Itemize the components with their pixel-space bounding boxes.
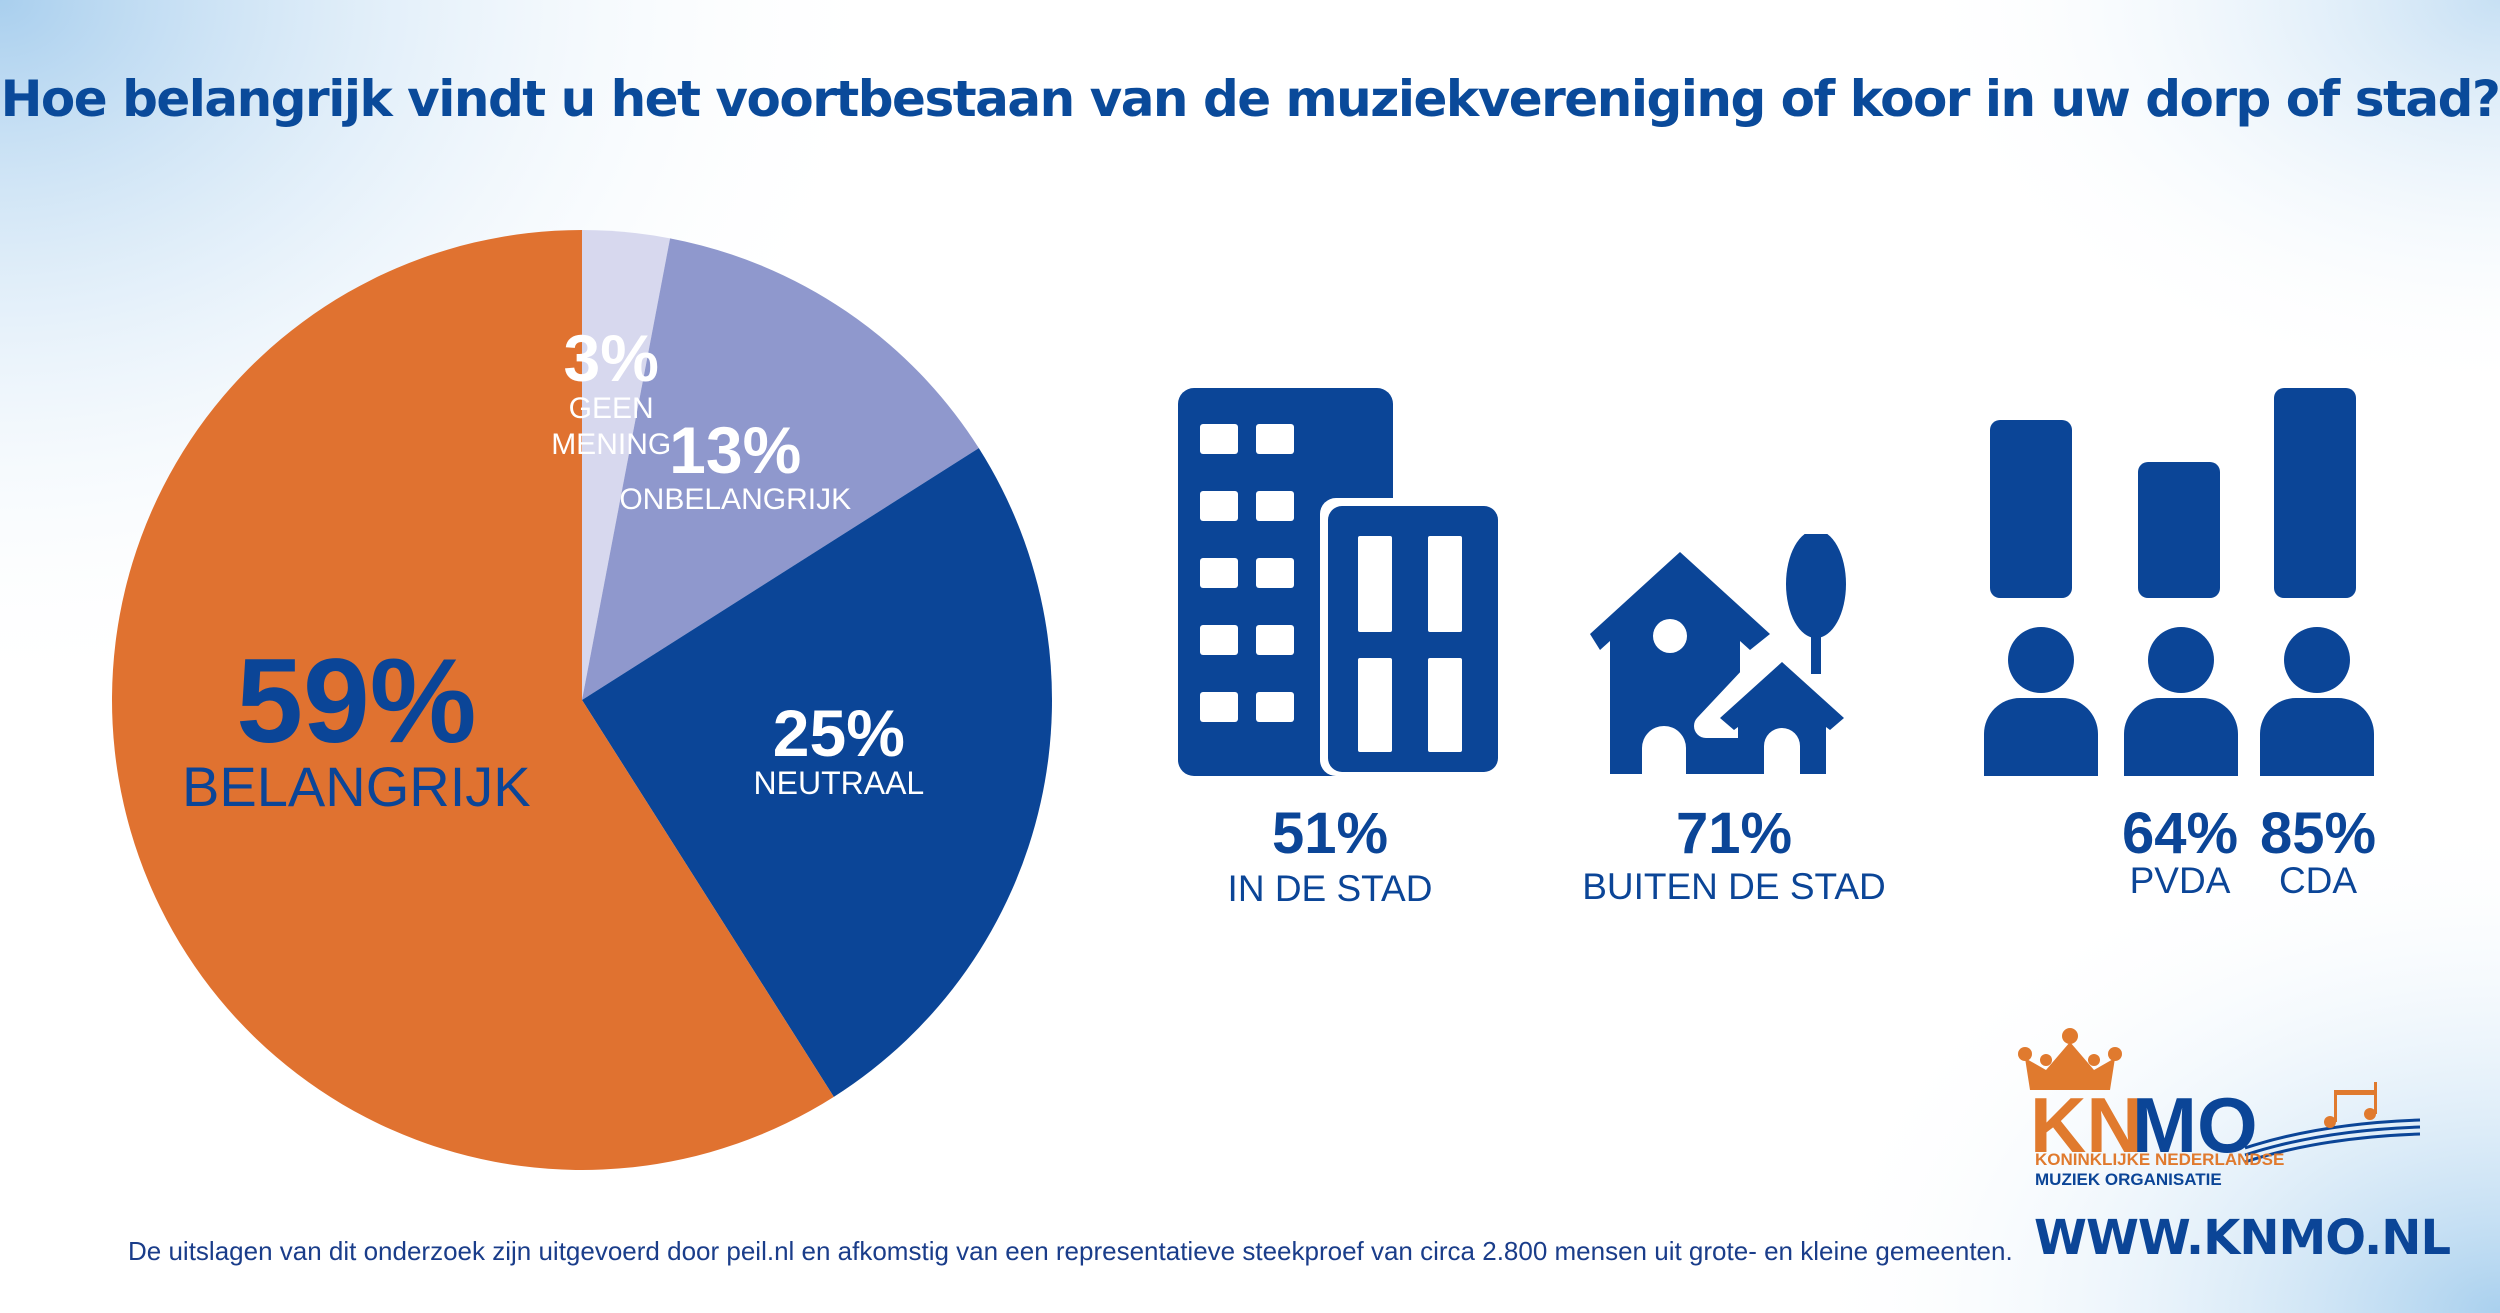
logo-kn: KN xyxy=(2030,1081,2143,1169)
crown-icon xyxy=(2018,1028,2122,1090)
house-tree-icon xyxy=(1590,534,1855,774)
chart-title: Hoe belangrijk vindt u het voortbestaan … xyxy=(0,70,2500,128)
stat-value-city: 51% xyxy=(1271,801,1389,866)
pie-label-belangrijk: BELANGRIJK xyxy=(182,754,531,818)
stat-label-pvda: PVDA xyxy=(2129,860,2231,901)
pie-label-onbelangrijk: ONBELANGRIJK xyxy=(619,482,852,516)
stat-value-cda: 85% xyxy=(2259,801,2377,866)
pie-value-neutraal: 25% xyxy=(772,695,905,770)
pie-slice-belangrijk xyxy=(111,230,834,1170)
city-buildings-icon xyxy=(1178,388,1504,776)
stat-label-city: IN DE STAD xyxy=(1227,868,1433,909)
pie-label-geen-mening: GEEN MENING xyxy=(551,392,672,462)
person-icon xyxy=(2260,627,2374,776)
music-staff-icon xyxy=(2244,1118,2421,1164)
pie-slice-geen-mening xyxy=(582,230,671,700)
footnote: De uitslagen van dit onderzoek zijn uitg… xyxy=(128,1236,2013,1266)
pie-slice-onbelangrijk xyxy=(582,238,979,700)
pie-slice-neutraal xyxy=(582,448,1052,1097)
logo-subtitle-line2: MUZIEK ORGANISATIE xyxy=(2035,1170,2222,1189)
person-icon xyxy=(1984,627,2098,776)
stat-label-cda: CDA xyxy=(2278,860,2358,901)
stat-value-pvda: 64% xyxy=(2121,801,2239,866)
website-link[interactable]: WWW.KNMO.NL xyxy=(2034,1210,2451,1266)
pie-label-neutraal: NEUTRAAL xyxy=(753,765,925,802)
bar-icon xyxy=(2274,388,2356,598)
logo-mo: MO xyxy=(2132,1081,2258,1169)
logo-subtitle-line1: KONINKLIJKE NEDERLANDSE xyxy=(2035,1150,2285,1169)
stat-value-outside-city: 71% xyxy=(1675,801,1793,866)
pie-value-geen-mening: 3% xyxy=(563,321,659,396)
bar-icon xyxy=(1990,420,2072,598)
pie-value-onbelangrijk: 13% xyxy=(669,412,802,487)
stat-label-outside-city: BUITEN DE STAD xyxy=(1582,866,1886,907)
person-icon xyxy=(2124,627,2238,776)
bar-icon xyxy=(2138,462,2220,598)
pie-chart xyxy=(111,230,1052,1170)
pie-value-belangrijk: 59% xyxy=(236,633,477,768)
music-note-icon xyxy=(2324,1082,2377,1128)
knmo-logo: KN MO xyxy=(2018,1028,2421,1169)
